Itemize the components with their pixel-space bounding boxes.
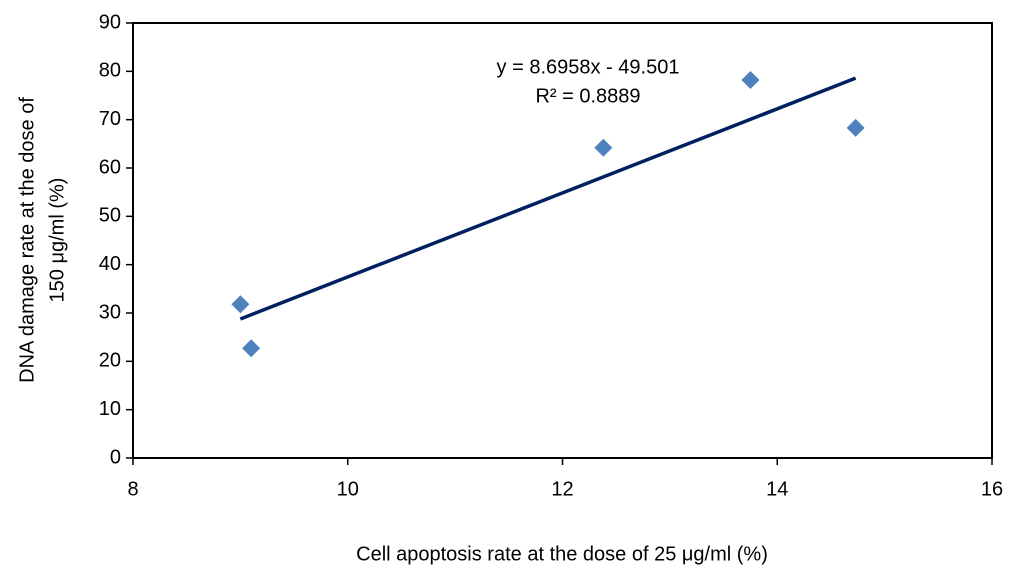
x-axis-label: Cell apoptosis rate at the dose of 25 μg… xyxy=(356,543,768,565)
y-axis-label: DNA damage rate at the dose of xyxy=(16,97,38,383)
x-tick-label: 8 xyxy=(127,478,138,500)
x-tick-label: 14 xyxy=(766,478,788,500)
data-point xyxy=(231,295,250,314)
y-tick-label: 10 xyxy=(99,398,121,420)
data-point xyxy=(846,118,865,137)
trendline-equation: y = 8.6958x - 49.501 xyxy=(497,56,680,78)
trendline-r-squared: R² = 0.8889 xyxy=(535,85,640,107)
y-tick-label: 20 xyxy=(99,350,121,372)
y-tick-label: 0 xyxy=(110,446,121,468)
x-tick-label: 10 xyxy=(337,478,359,500)
y-tick-label: 40 xyxy=(99,253,121,275)
trendline xyxy=(239,76,857,321)
x-tick-label: 12 xyxy=(551,478,573,500)
data-point xyxy=(242,339,261,358)
y-tick-label: 30 xyxy=(99,301,121,323)
y-tick-label: 80 xyxy=(99,60,121,82)
data-point xyxy=(594,138,613,157)
x-tick-label: 16 xyxy=(981,478,1003,500)
data-point xyxy=(741,71,760,90)
y-tick-label: 70 xyxy=(99,108,121,130)
y-tick-label: 50 xyxy=(99,205,121,227)
y-axis-label: 150 μg/ml (%) xyxy=(46,178,68,303)
y-tick-label: 90 xyxy=(99,11,121,33)
y-tick-label: 60 xyxy=(99,156,121,178)
